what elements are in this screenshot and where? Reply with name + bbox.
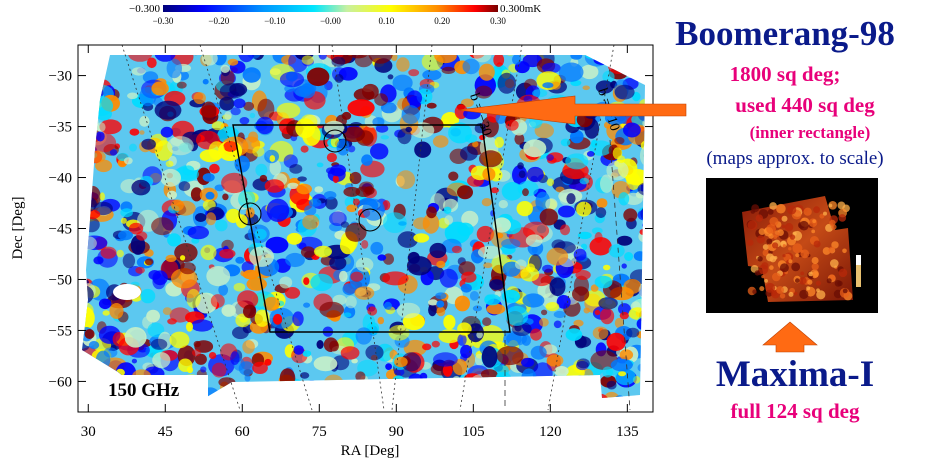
x-tick-label: 135	[616, 424, 639, 440]
colorbar-gradient	[163, 5, 498, 12]
x-tick-label: 105	[462, 424, 485, 440]
map-axes: 30 45 60 75 90 105 120 135 −30 −35 −40 −45 −50 −55 −6…	[10, 44, 654, 459]
boomerang-inner-rectangle-note: (inner rectangle)	[749, 123, 871, 142]
y-tick-label: −55	[49, 323, 72, 339]
x-tick-label: 90	[389, 424, 404, 440]
y-axis-label: Dec [Deg]	[10, 197, 26, 260]
y-tick-label: −40	[49, 171, 72, 187]
y-tick-label: −60	[49, 374, 72, 390]
y-tick-label: −45	[49, 222, 72, 238]
colorbar-tick-label: −0.10	[264, 16, 285, 26]
boomerang-area-line: 1800 sq deg;	[729, 62, 841, 86]
colorbar-tick-label: −0.00	[320, 16, 341, 26]
colorbar-max-label: 0.300mK	[500, 3, 541, 15]
boomerang-used-line: used 440 sq deg	[735, 93, 875, 117]
maxima-title: Maxima-I	[715, 354, 875, 395]
colorbar-tick-label: 0.20	[434, 16, 450, 26]
colorbar-min-label: −0.300	[129, 3, 160, 15]
colorbar-tick-labels: −0.30 −0.20 −0.10 −0.00 0.10 0.20 0.30	[153, 16, 507, 26]
x-tick-label: 120	[539, 424, 562, 440]
frequency-label-bg	[100, 375, 208, 403]
source-circle-2	[238, 202, 262, 226]
x-tick-label: 75	[312, 424, 327, 440]
x-tick-label: 45	[158, 424, 173, 440]
colorbar-tick-label: 0.10	[378, 16, 394, 26]
colorbar-tick-label: −0.20	[208, 16, 229, 26]
maxima-colorbar-top	[856, 255, 861, 265]
x-tick-label: 30	[81, 424, 96, 440]
inner-rectangle	[232, 124, 511, 333]
source-circle-3	[358, 208, 382, 232]
source-circle-1	[323, 129, 347, 153]
frequency-label: 150 GHz	[108, 380, 180, 401]
maxima-arrow	[762, 321, 818, 353]
x-tick-label: 60	[235, 424, 250, 440]
map-hole-left	[113, 284, 141, 300]
y-axis-ticks: −30 −35 −40 −45 −50 −55 −60	[49, 69, 653, 390]
colorbar: −0.300 0.300mK −0.30 −0.20 −0.10 −0.00 0.10 0…	[129, 3, 541, 26]
y-tick-label: −50	[49, 272, 72, 288]
maps-to-scale-note: (maps approx. to scale)	[706, 148, 884, 169]
x-axis-ticks: 30 45 60 75 90 105 120 135	[81, 45, 639, 440]
boomerang-arrow	[457, 95, 687, 125]
y-tick-label: −30	[49, 69, 72, 85]
colorbar-tick-label: 0.30	[490, 16, 506, 26]
maxima-map-thumbnail	[706, 178, 878, 313]
maxima-map-texture	[746, 201, 853, 301]
maxima-area-line: full 124 sq deg	[730, 399, 860, 423]
y-tick-label: −35	[49, 120, 72, 136]
map-hole-bottom	[422, 381, 458, 395]
colorbar-tick-label: −0.30	[153, 16, 174, 26]
x-axis-label: RA [Deg]	[341, 443, 400, 459]
maxima-colorbar	[856, 255, 861, 287]
boomerang-title: Boomerang-98	[675, 14, 895, 53]
